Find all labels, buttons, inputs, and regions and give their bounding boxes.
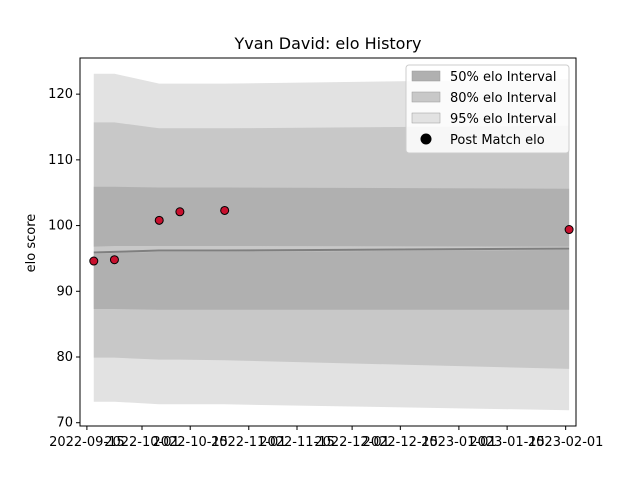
interval-bands <box>93 73 570 411</box>
legend-label-2: 80% elo Interval <box>450 91 557 106</box>
x-tick-label-1: 2022-09-15 <box>49 435 125 450</box>
legend-label-4: Post Match elo <box>450 133 545 148</box>
x-tick-label-9: 2023-01-15 <box>469 435 545 450</box>
mean-line-layer <box>93 247 570 254</box>
y-tick-label-90: 90 <box>56 284 73 299</box>
y-tick-label-120: 120 <box>48 87 73 102</box>
data-point-4 <box>175 207 185 217</box>
x-tick-label-3: 2022-10-15 <box>152 435 228 450</box>
data-points <box>89 205 574 266</box>
data-point-6 <box>564 225 574 235</box>
y-axis-label: elo score <box>24 214 39 273</box>
legend-label-3: 95% elo Interval <box>450 112 557 127</box>
x-tick-label-10: 2023-02-01 <box>528 435 604 450</box>
y-tick-label-80: 80 <box>56 350 73 365</box>
axes: 7080901001101202022-09-152022-10-012022-… <box>48 57 604 450</box>
legend-label-1: 50% elo Interval <box>450 70 557 85</box>
x-tick-label-7: 2022-12-15 <box>363 435 439 450</box>
x-tick-label-6: 2022-12-01 <box>314 435 390 450</box>
legend-swatch-1 <box>411 70 441 82</box>
y-tick-label-110: 110 <box>48 153 73 168</box>
band-50-lower <box>93 249 570 310</box>
x-tick-label-5: 2022-11-15 <box>259 435 335 450</box>
data-point-3 <box>154 215 164 225</box>
chart-title: Yvan David: elo History <box>233 34 421 53</box>
x-tick-label-4: 2022-11-01 <box>211 435 287 450</box>
y-tick-label-70: 70 <box>56 416 73 431</box>
data-point-1 <box>89 256 99 266</box>
legend-box <box>405 64 570 154</box>
data-point-5 <box>220 205 230 215</box>
legend-marker-4 <box>420 133 432 145</box>
plot-frame <box>79 57 577 427</box>
legend-swatch-3 <box>411 112 441 124</box>
y-tick-label-100: 100 <box>48 219 73 234</box>
legend: 50% elo Interval 80% elo Interval 95% elo … <box>405 64 570 154</box>
x-tick-label-8: 2023-01-01 <box>421 435 497 450</box>
legend-swatch-2 <box>411 91 441 103</box>
mean-elo-line <box>93 247 570 254</box>
band-50-upper <box>93 186 570 247</box>
x-tick-label-2: 2022-10-01 <box>104 435 180 450</box>
data-point-2 <box>109 255 119 265</box>
